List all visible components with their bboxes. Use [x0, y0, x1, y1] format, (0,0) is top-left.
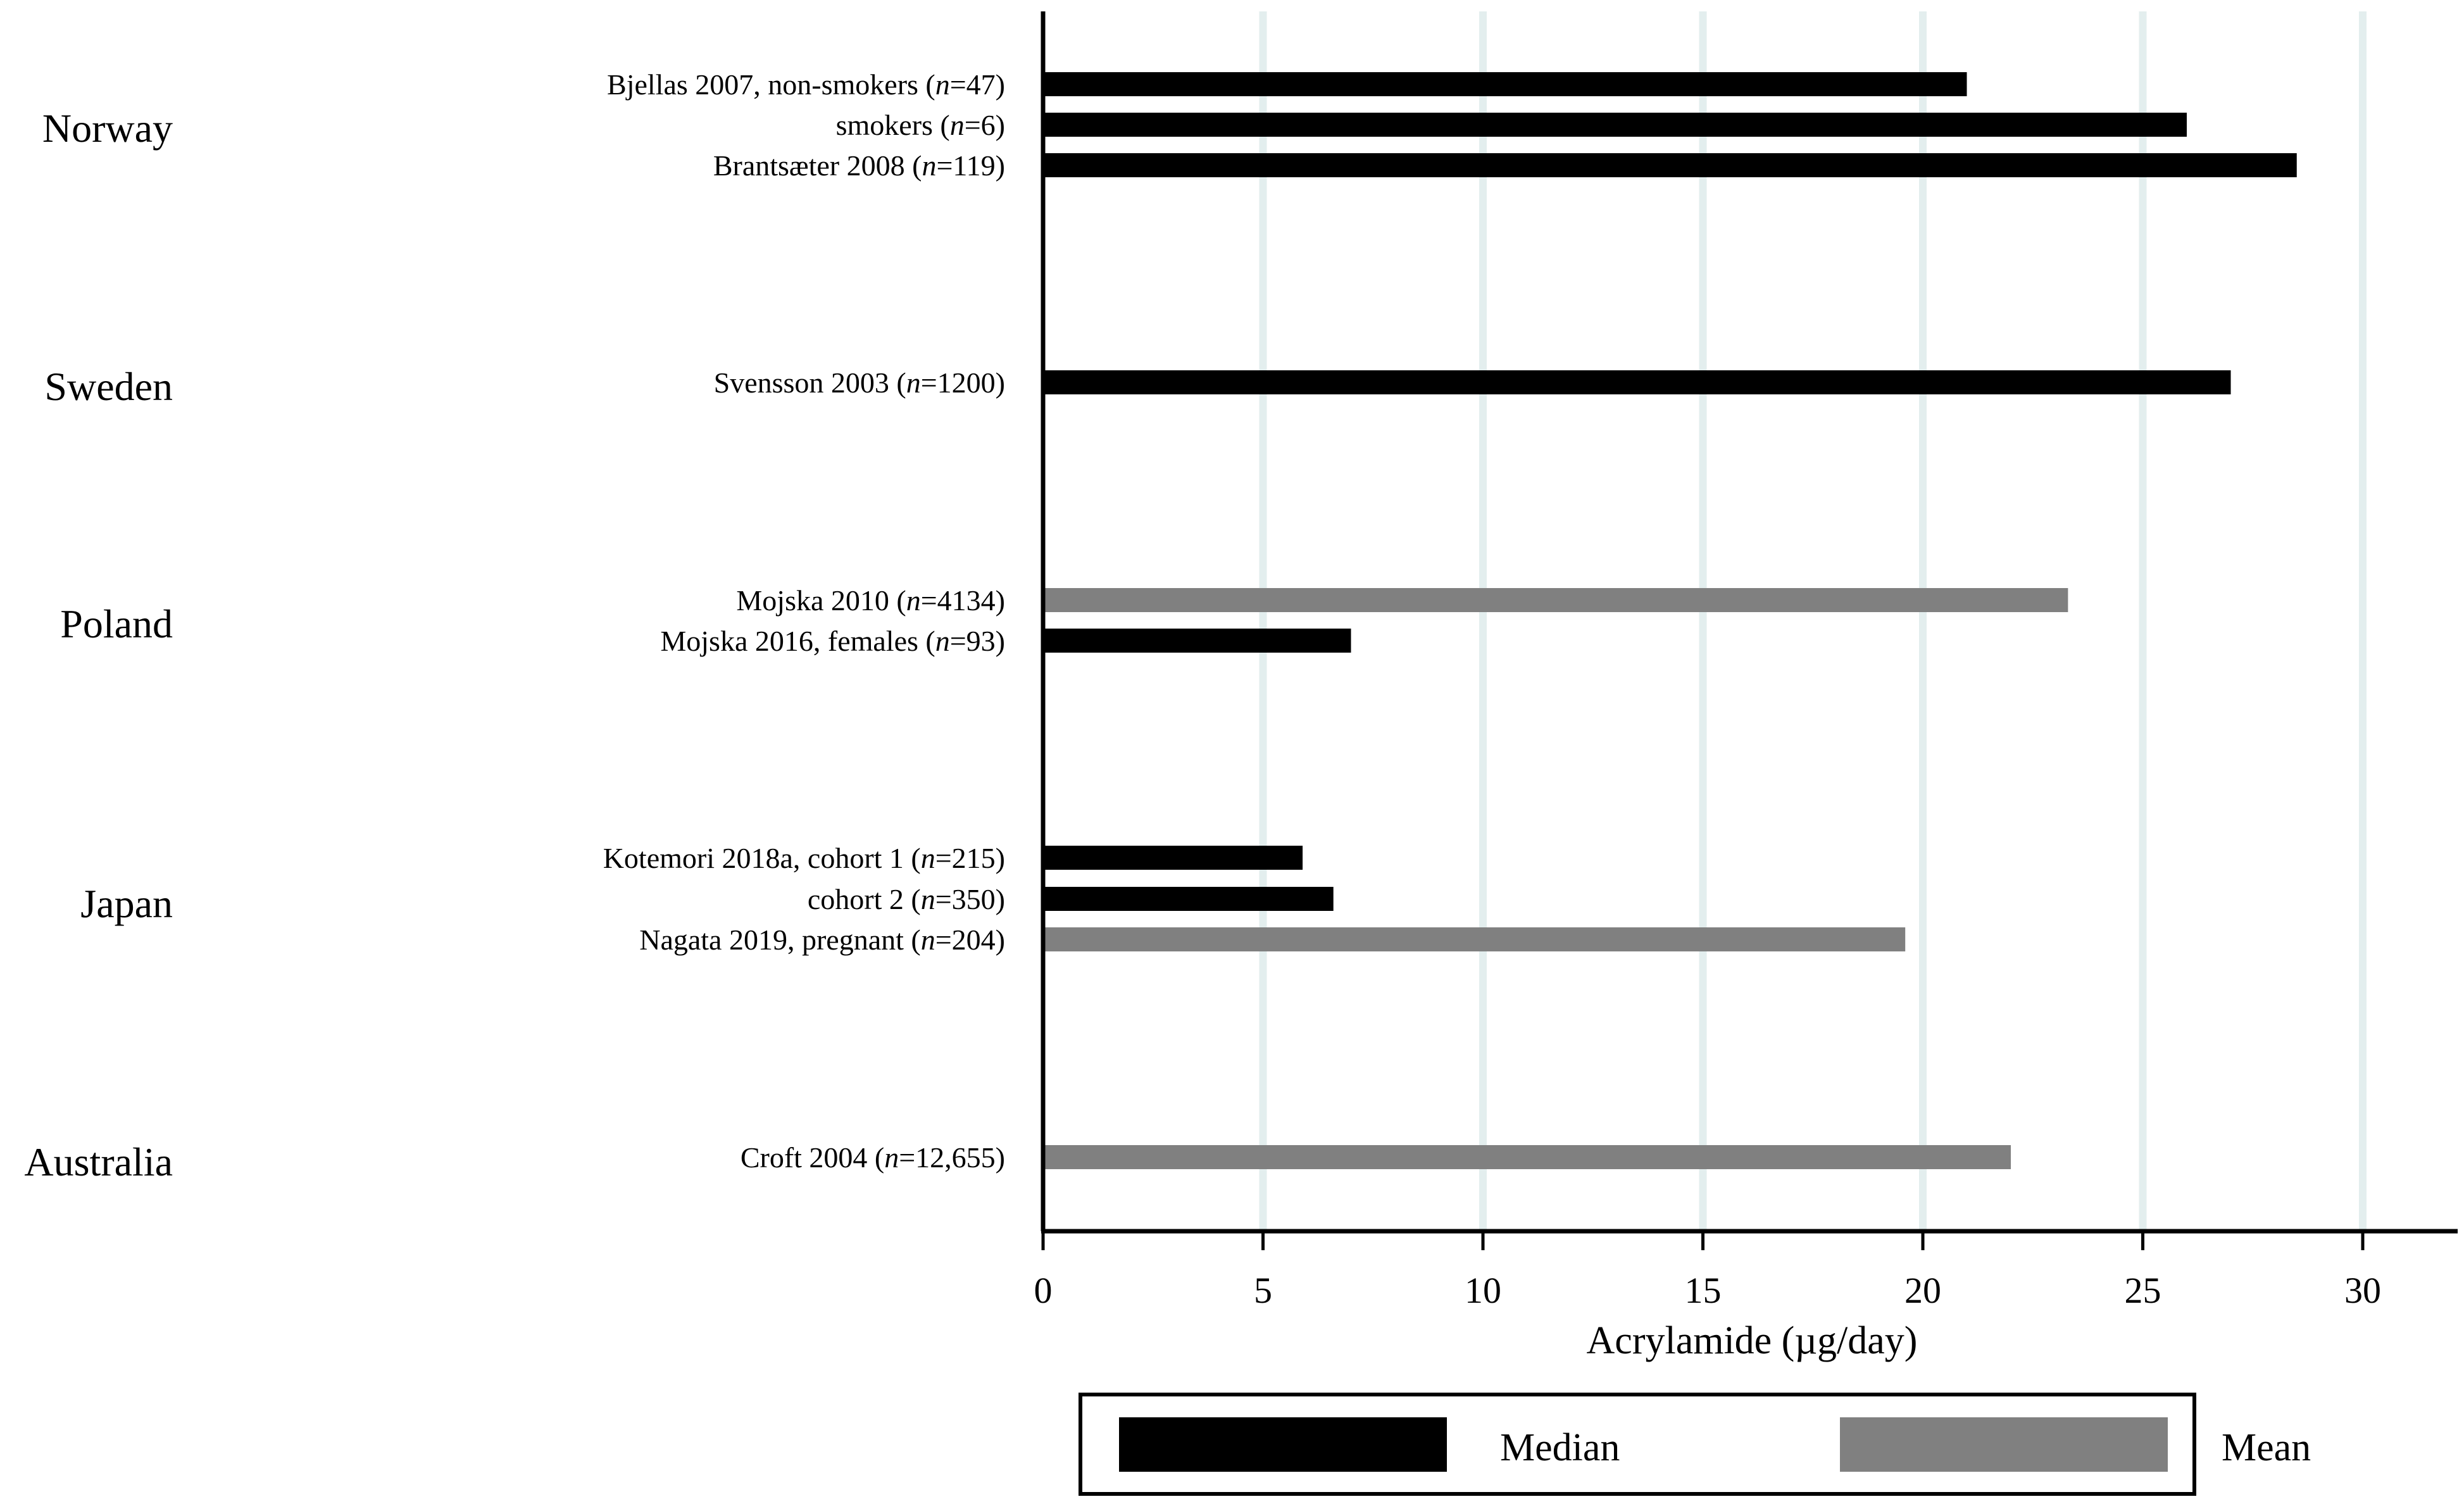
x-tick-label: 10 [1465, 1270, 1501, 1311]
study-label-n: n [906, 367, 921, 399]
x-tick-label: 25 [2125, 1270, 2161, 1311]
gridlines [1259, 11, 2367, 1229]
study-label-count: =350) [935, 883, 1005, 915]
study-label-text: Svensson 2003 ( [714, 367, 906, 399]
study-label-count: =1200) [921, 367, 1005, 399]
study-label: Mojska 2010 (n=4134) [736, 584, 1005, 617]
study-label-count: =12,655) [899, 1141, 1005, 1174]
study-label-count: =47) [950, 68, 1005, 101]
study-label-n: n [935, 625, 950, 657]
legend: Median Mean [1079, 1393, 2311, 1496]
study-label: Bjellas 2007, non-smokers (n=47) [607, 68, 1005, 101]
study-label: Croft 2004 (n=12,655) [741, 1141, 1005, 1174]
study-label-count: =6) [965, 109, 1005, 141]
country-label: Sweden [44, 364, 173, 409]
study-label: Brantsæter 2008 (n=119) [713, 149, 1005, 182]
bar [1043, 113, 2187, 137]
x-axis-title: Acrylamide (µg/day) [1587, 1319, 1918, 1362]
x-tick-label: 20 [1904, 1270, 1941, 1311]
study-label-text: smokers ( [836, 109, 950, 141]
study-label: Kotemori 2018a, cohort 1 (n=215) [603, 842, 1005, 874]
bar [1043, 887, 1334, 911]
study-label: Nagata 2019, pregnant (n=204) [639, 924, 1005, 956]
bar [1043, 370, 2231, 394]
x-tick-label: 0 [1034, 1270, 1053, 1311]
country-label: Norway [42, 106, 173, 151]
bar [1043, 629, 1351, 653]
country-label: Poland [60, 601, 173, 646]
study-label-text: Mojska 2016, females ( [660, 625, 935, 657]
legend-swatch-median [1119, 1417, 1447, 1472]
legend-label-mean: Mean [2222, 1426, 2311, 1469]
study-label: smokers (n=6) [836, 109, 1005, 141]
study-label-text: Mojska 2010 ( [736, 584, 906, 617]
country-label: Japan [80, 881, 173, 926]
axes [1041, 11, 2458, 1234]
study-label-n: n [922, 149, 936, 182]
x-ticks: 0 5 10 15 20 25 30 [1034, 1231, 2381, 1311]
study-label: cohort 2 (n=350) [808, 883, 1005, 915]
study-label-n: n [921, 842, 935, 874]
bar [1043, 72, 1967, 96]
study-label: Mojska 2016, females (n=93) [660, 625, 1005, 657]
study-label-text: Kotemori 2018a, cohort 1 ( [603, 842, 921, 874]
legend-box [1079, 1393, 2196, 1496]
country-label: Australia [24, 1139, 173, 1184]
study-label-text: cohort 2 ( [808, 883, 921, 915]
x-tick-label: 30 [2344, 1270, 2381, 1311]
study-label: Svensson 2003 (n=1200) [714, 367, 1005, 399]
bar [1043, 846, 1303, 870]
study-label-n: n [950, 109, 965, 141]
study-label-count: =4134) [921, 584, 1005, 617]
bar [1043, 588, 2068, 612]
bar [1043, 153, 2297, 177]
study-label-count: =119) [936, 149, 1005, 182]
study-label-text: Bjellas 2007, non-smokers ( [607, 68, 935, 101]
study-label-count: =204) [935, 924, 1005, 956]
study-label-n: n [884, 1141, 899, 1174]
bar [1043, 1145, 2011, 1169]
study-label-n: n [921, 883, 935, 915]
study-label-n: n [906, 584, 921, 617]
study-label-n: n [935, 68, 950, 101]
legend-label-median: Median [1500, 1426, 1620, 1469]
study-label-count: =93) [950, 625, 1005, 657]
study-label-count: =215) [935, 842, 1005, 874]
legend-swatch-mean [1840, 1417, 2168, 1472]
study-label-text: Brantsæter 2008 ( [713, 149, 922, 182]
bar [1043, 927, 1906, 951]
x-tick-label: 5 [1254, 1270, 1272, 1311]
study-label-text: Nagata 2019, pregnant ( [639, 924, 921, 956]
x-tick-label: 15 [1685, 1270, 1722, 1311]
study-label-n: n [921, 924, 935, 956]
bars [1043, 72, 2297, 1169]
study-label-text: Croft 2004 ( [741, 1141, 884, 1174]
